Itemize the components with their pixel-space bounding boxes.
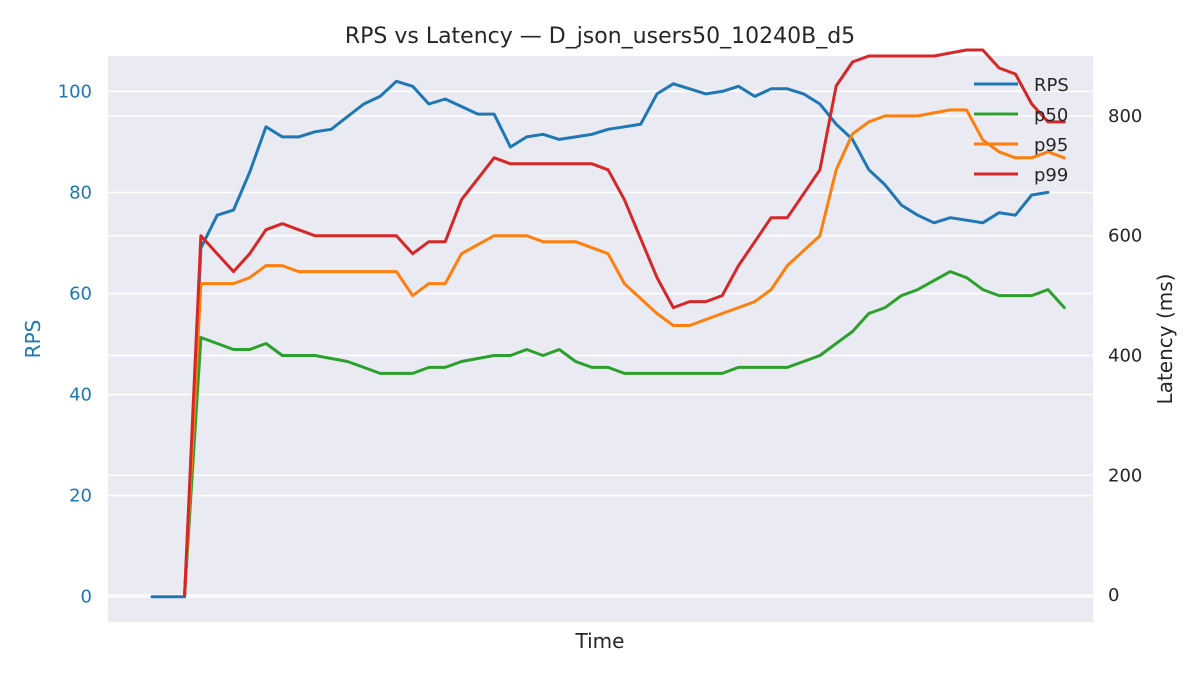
left-axis-ticks: 0 20 40 60 80 100 bbox=[58, 81, 92, 607]
left-tick-label: 0 bbox=[81, 587, 92, 608]
left-tick-label: 20 bbox=[69, 486, 92, 507]
right-tick-label: 0 bbox=[1108, 585, 1119, 606]
series-line-p95 bbox=[183, 108, 1066, 597]
legend-label-p99: p99 bbox=[1034, 165, 1068, 186]
left-tick-label: 60 bbox=[69, 284, 92, 305]
grid-lines bbox=[108, 90, 1093, 598]
legend: RPS p50 p95 p99 bbox=[974, 75, 1069, 186]
plot-background bbox=[108, 56, 1093, 622]
right-tick-label: 400 bbox=[1108, 345, 1142, 366]
series-lines bbox=[150, 48, 1066, 599]
x-axis-label: Time bbox=[575, 629, 625, 653]
series-line-rps bbox=[150, 79, 1050, 599]
series-line-p50 bbox=[183, 270, 1066, 597]
right-tick-label: 200 bbox=[1108, 465, 1142, 486]
left-axis-label: RPS bbox=[21, 320, 45, 359]
legend-label-rps: RPS bbox=[1034, 75, 1069, 96]
left-tick-label: 40 bbox=[69, 385, 92, 406]
left-tick-label: 100 bbox=[58, 81, 92, 102]
right-axis-ticks: 0 200 400 600 800 bbox=[1108, 106, 1142, 606]
right-axis-label: Latency (ms) bbox=[1153, 274, 1177, 405]
right-tick-label: 800 bbox=[1108, 106, 1142, 127]
right-tick-label: 600 bbox=[1108, 226, 1142, 247]
chart-title: RPS vs Latency — D_json_users50_10240B_d… bbox=[345, 24, 855, 49]
legend-label-p95: p95 bbox=[1034, 135, 1068, 156]
left-tick-label: 80 bbox=[69, 182, 92, 203]
series-line-p99 bbox=[183, 48, 1066, 597]
legend-label-p50: p50 bbox=[1034, 105, 1068, 126]
